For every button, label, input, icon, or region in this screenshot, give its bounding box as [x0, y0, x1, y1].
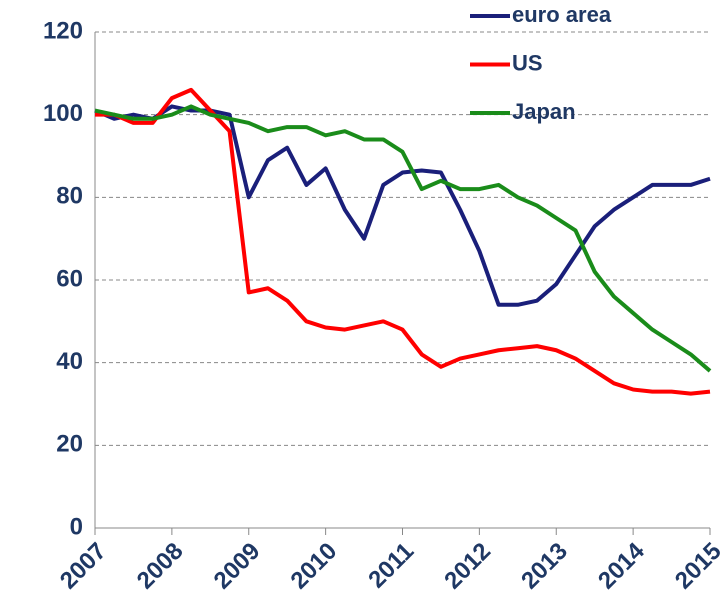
y-tick-label: 40: [56, 348, 83, 375]
y-tick-label: 120: [43, 17, 83, 44]
y-tick-label: 20: [56, 431, 83, 458]
x-tick-label: 2010: [286, 538, 343, 595]
x-tick-label: 2013: [516, 538, 573, 595]
x-tick-label: 2014: [593, 537, 650, 594]
legend-label: euro area: [512, 2, 612, 27]
legend-label: Japan: [512, 99, 576, 124]
legend-label: US: [512, 50, 543, 75]
x-tick-label: 2011: [363, 538, 419, 594]
x-tick-label: 2012: [439, 538, 496, 595]
y-tick-label: 100: [43, 100, 83, 127]
series-line: [95, 87, 711, 396]
series-line: [94, 104, 711, 307]
x-tick-label: 2007: [55, 538, 112, 595]
y-tick-label: 0: [70, 513, 83, 540]
series-line: [94, 104, 712, 373]
y-tick-label: 80: [56, 183, 83, 210]
x-tick-label: 2009: [209, 538, 266, 595]
x-tick-label: 2008: [132, 538, 189, 595]
y-tick-label: 60: [56, 265, 83, 292]
x-tick-label: 2015: [670, 538, 720, 595]
